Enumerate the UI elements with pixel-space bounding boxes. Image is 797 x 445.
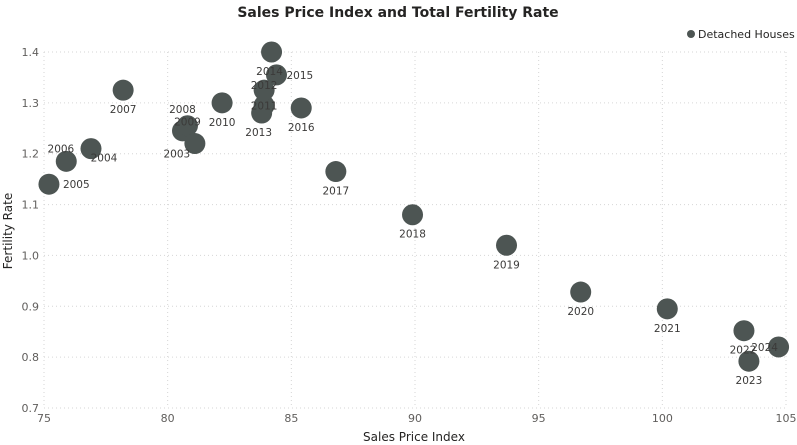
y-tick-label: 1.1 xyxy=(22,199,40,212)
data-point xyxy=(38,173,60,195)
legend: Detached Houses xyxy=(687,28,795,41)
data-point xyxy=(265,64,287,86)
data-point xyxy=(184,133,206,155)
data-label: 2019 xyxy=(493,259,520,271)
data-label: 2015 xyxy=(286,70,313,82)
data-label: 2008 xyxy=(169,104,196,116)
data-point xyxy=(768,336,790,358)
data-point xyxy=(55,150,77,172)
data-label: 2016 xyxy=(288,122,315,134)
data-label: 2024 xyxy=(751,342,778,354)
x-tick-label: 80 xyxy=(161,412,175,425)
chart-title: Sales Price Index and Total Fertility Ra… xyxy=(237,5,558,21)
y-tick-label: 1.4 xyxy=(22,46,40,59)
data-point xyxy=(733,320,755,342)
legend-label: Detached Houses xyxy=(698,28,795,41)
data-point xyxy=(253,79,275,101)
data-label: 2012 xyxy=(251,80,278,92)
data-label: 2014 xyxy=(256,66,283,78)
data-label: 2018 xyxy=(399,229,426,241)
data-point xyxy=(112,79,134,101)
x-tick-label: 100 xyxy=(652,412,673,425)
y-tick-label: 0.7 xyxy=(22,402,40,415)
data-label: 2009 xyxy=(174,117,201,129)
y-tick-label: 1.3 xyxy=(22,97,40,110)
data-label: 2023 xyxy=(736,375,763,387)
data-point xyxy=(290,97,312,119)
data-label: 2020 xyxy=(567,306,594,318)
data-point xyxy=(251,102,273,124)
data-point xyxy=(496,234,518,256)
data-label: 2004 xyxy=(91,153,118,165)
y-tick-label: 1.0 xyxy=(22,249,40,262)
x-tick-label: 75 xyxy=(37,412,51,425)
y-tick-label: 0.8 xyxy=(22,351,40,364)
x-tick-label: 105 xyxy=(776,412,797,425)
x-tick-label: 95 xyxy=(532,412,546,425)
data-point xyxy=(738,350,760,372)
x-tick-label: 85 xyxy=(284,412,298,425)
axis-layer: 75 80 85 90 95 100 105 0.7 0.8 0.9 1.0 1.1 1.2 1.3 1.4 xyxy=(22,46,797,425)
data-point xyxy=(656,298,678,320)
data-label: 2003 xyxy=(164,149,191,161)
legend-marker xyxy=(687,30,695,38)
y-tick-label: 0.9 xyxy=(22,300,40,313)
points-layer xyxy=(38,41,790,372)
data-label: 2017 xyxy=(322,186,349,198)
y-tick-label: 1.2 xyxy=(22,148,40,161)
data-label: 2006 xyxy=(48,143,75,155)
data-point xyxy=(80,138,102,160)
data-label: 2011 xyxy=(251,100,278,112)
data-label: 2010 xyxy=(209,117,236,129)
x-tick-label: 90 xyxy=(408,412,422,425)
data-point xyxy=(570,281,592,303)
data-point xyxy=(325,161,347,183)
data-point xyxy=(261,41,283,63)
data-label: 2013 xyxy=(245,127,272,139)
data-point xyxy=(402,204,424,226)
data-label: 2007 xyxy=(110,104,137,116)
data-label: 2005 xyxy=(63,179,90,191)
data-point xyxy=(211,92,233,114)
data-point xyxy=(176,115,198,137)
data-label: 2022 xyxy=(730,345,757,357)
y-axis-title: Fertility Rate xyxy=(1,193,15,269)
x-axis-title: Sales Price Index xyxy=(363,430,465,444)
data-label: 2021 xyxy=(654,323,681,335)
